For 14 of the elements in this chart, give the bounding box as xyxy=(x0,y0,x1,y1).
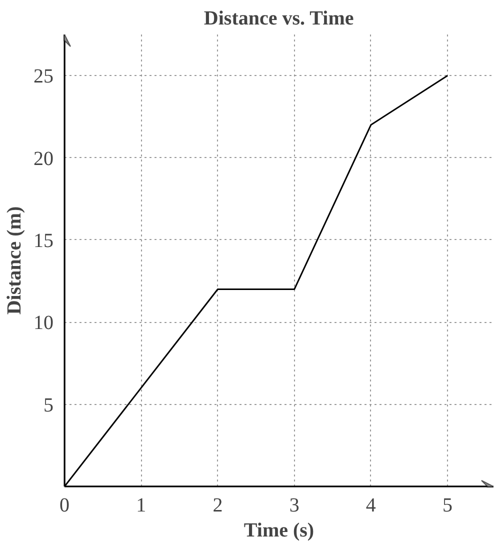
y-tick-label: 10 xyxy=(34,312,54,334)
y-axis-title: Distance (m) xyxy=(4,206,26,315)
x-tick-label: 0 xyxy=(60,494,70,516)
y-tick-label: 5 xyxy=(44,394,54,416)
y-tick-label: 15 xyxy=(34,230,54,252)
x-tick-label: 3 xyxy=(289,494,300,516)
x-tick-label: 2 xyxy=(212,494,223,516)
y-tick-label: 25 xyxy=(34,66,54,88)
x-tick-label: 5 xyxy=(442,494,453,516)
y-tick-label: 20 xyxy=(34,148,54,170)
x-tick-label: 4 xyxy=(366,494,376,516)
chart-title: Distance vs. Time xyxy=(204,8,354,30)
x-axis-title: Time (s) xyxy=(244,520,314,542)
x-tick-label: 1 xyxy=(136,494,146,516)
